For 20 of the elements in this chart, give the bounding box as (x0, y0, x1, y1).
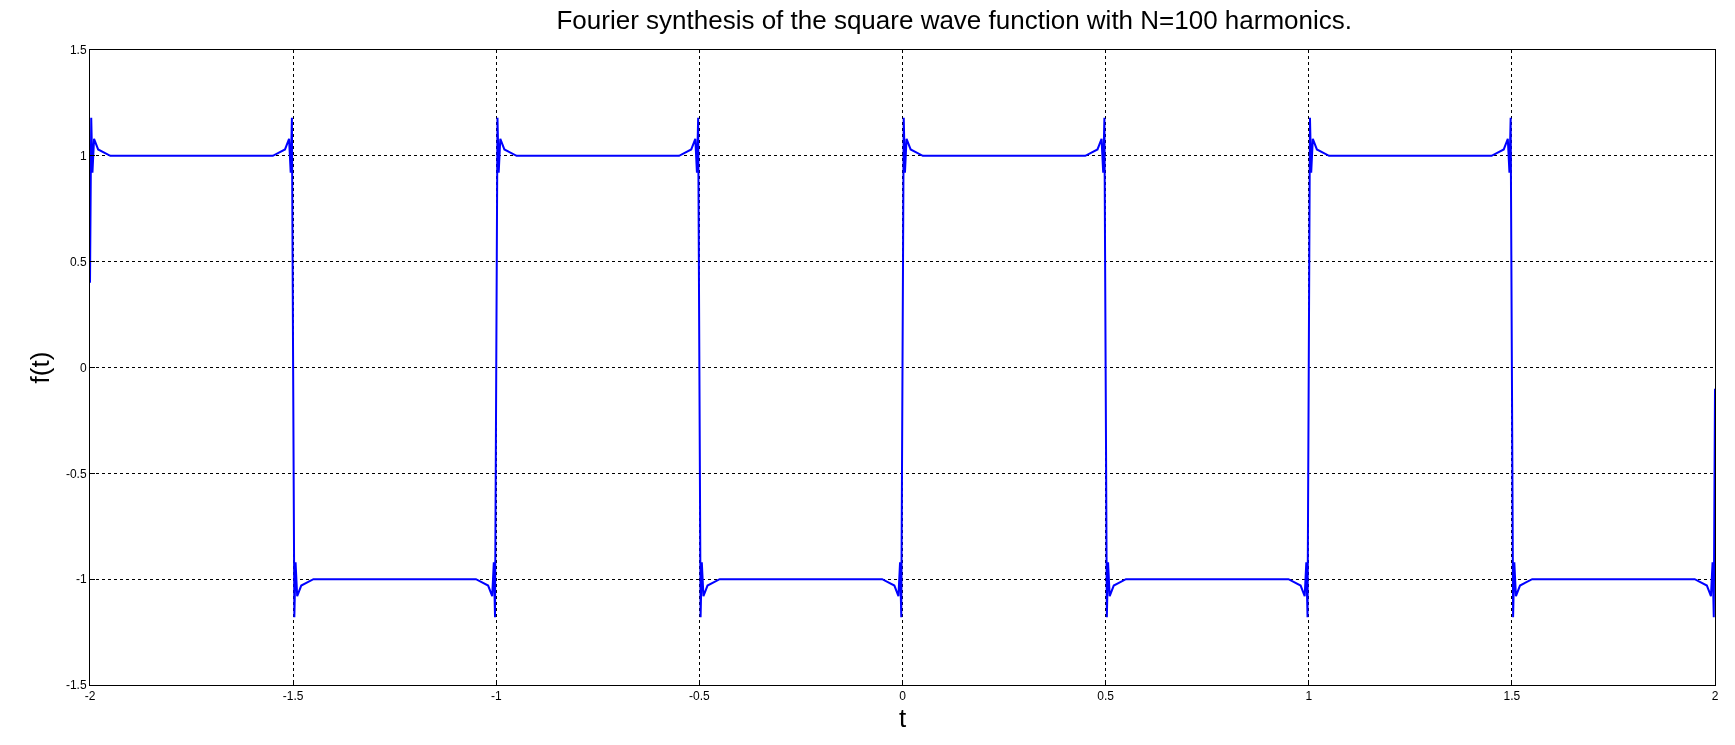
x-tick-label: 1.5 (1503, 689, 1521, 704)
x-tick-label: 0 (899, 689, 907, 704)
chart-title: Fourier synthesis of the square wave function with N=100 harmonics. (556, 5, 1353, 36)
y-axis-title: f(t) (25, 351, 56, 384)
x-tick-label: -1 (490, 689, 502, 704)
y-tick-label: 1 (79, 149, 87, 164)
line-series (90, 116, 1715, 619)
y-tick-label: 0 (79, 360, 87, 375)
x-tick-label: 2 (1711, 689, 1719, 704)
x-tick-label: -0.5 (689, 689, 711, 704)
y-tick-label: -1 (75, 572, 87, 587)
y-tick-label: -1.5 (65, 678, 87, 693)
y-tick-label: -0.5 (65, 466, 87, 481)
x-tick-label: -2 (84, 689, 96, 704)
y-tick-label: 0.5 (69, 254, 87, 269)
x-tick-label: -1.5 (282, 689, 304, 704)
y-tick-label: 1.5 (69, 43, 87, 58)
x-tick-label: 0.5 (1097, 689, 1115, 704)
x-tick-label: 1 (1305, 689, 1313, 704)
x-axis-title: t (898, 703, 907, 734)
